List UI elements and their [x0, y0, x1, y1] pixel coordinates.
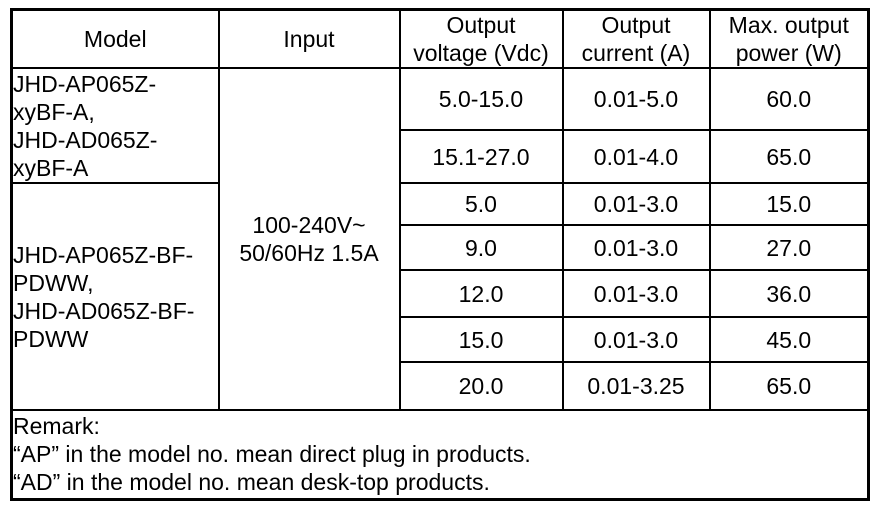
- model-name-line: xyBF-A,: [13, 98, 95, 125]
- remark-row: Remark: “AP” in the model no. mean direc…: [10, 409, 870, 500]
- voltage-cell: 15.1-27.0: [398, 129, 564, 184]
- power-cell: 45.0: [708, 316, 870, 363]
- power-cell: 15.0: [708, 182, 870, 226]
- remark-line-ad: “AD” in the model no. mean desk-top prod…: [13, 469, 490, 496]
- table-row: JHD-AP065Z-BF- PDWW, JHD-AD065Z-BF- PDWW…: [10, 182, 870, 411]
- voltage-cell: 12.0: [398, 269, 564, 318]
- power-cell: 27.0: [708, 224, 870, 271]
- current-cell: 0.01-3.0: [561, 224, 711, 271]
- model-name-line: JHD-AP065Z-BF-: [13, 241, 194, 268]
- current-cell: 0.01-3.0: [561, 182, 711, 226]
- model-name-line: xyBF-A: [13, 154, 89, 181]
- model-name-line: JHD-AP065Z-: [13, 70, 157, 97]
- model-group-2-cell: JHD-AP065Z-BF- PDWW, JHD-AD065Z-BF- PDWW: [10, 182, 220, 411]
- header-model: Model: [10, 8, 220, 69]
- header-row: Model Input Output voltage (Vdc) Output …: [10, 8, 870, 69]
- model-name-line: PDWW,: [13, 269, 94, 296]
- voltage-cell: 20.0: [398, 361, 564, 411]
- voltage-cell: 9.0: [398, 224, 564, 271]
- power-cell: 65.0: [708, 361, 870, 411]
- table-row: 20.0 0.01-3.25 65.0: [12, 361, 870, 411]
- power-cell: 36.0: [708, 269, 870, 318]
- model-name-line: JHD-AD065Z-BF-: [13, 297, 195, 324]
- power-spec-table: Model Input Output voltage (Vdc) Output …: [10, 8, 870, 501]
- table-row: JHD-AP065Z- xyBF-A, JHD-AD065Z- xyBF-A 1…: [10, 67, 870, 411]
- table-row: 15.1-27.0 0.01-4.0 65.0: [12, 129, 870, 184]
- model-name-line: JHD-AD065Z-: [13, 126, 158, 153]
- input-cell: 100-240V~ 50/60Hz 1.5A: [217, 67, 401, 411]
- current-cell: 0.01-3.0: [561, 316, 711, 363]
- current-cell: 0.01-3.0: [561, 269, 711, 318]
- remark-cell: Remark: “AP” in the model no. mean direc…: [10, 409, 870, 500]
- table-row: 15.0 0.01-3.0 45.0: [12, 316, 870, 363]
- header-output-voltage: Output voltage (Vdc): [398, 8, 564, 69]
- current-cell: 0.01-3.25: [561, 361, 711, 411]
- power-cell: 60.0: [708, 67, 870, 131]
- voltage-cell: 15.0: [398, 316, 564, 363]
- remark-title: Remark:: [13, 413, 100, 440]
- power-cell: 65.0: [708, 129, 870, 184]
- voltage-cell: 5.0: [398, 182, 564, 226]
- header-max-output-power: Max. output power (W): [708, 8, 870, 69]
- header-input: Input: [217, 8, 401, 69]
- current-cell: 0.01-5.0: [561, 67, 711, 131]
- remark-line-ap: “AP” in the model no. mean direct plug i…: [13, 441, 531, 468]
- document-page: Model Input Output voltage (Vdc) Output …: [0, 8, 875, 513]
- table-row: 12.0 0.01-3.0 36.0: [12, 269, 870, 318]
- current-cell: 0.01-4.0: [561, 129, 711, 184]
- header-output-current: Output current (A): [561, 8, 711, 69]
- table-row: 9.0 0.01-3.0 27.0: [12, 224, 870, 271]
- voltage-cell: 5.0-15.0: [398, 67, 564, 131]
- model-name-line: PDWW: [13, 325, 89, 352]
- model-group-1-cell: JHD-AP065Z- xyBF-A, JHD-AD065Z- xyBF-A: [10, 67, 220, 184]
